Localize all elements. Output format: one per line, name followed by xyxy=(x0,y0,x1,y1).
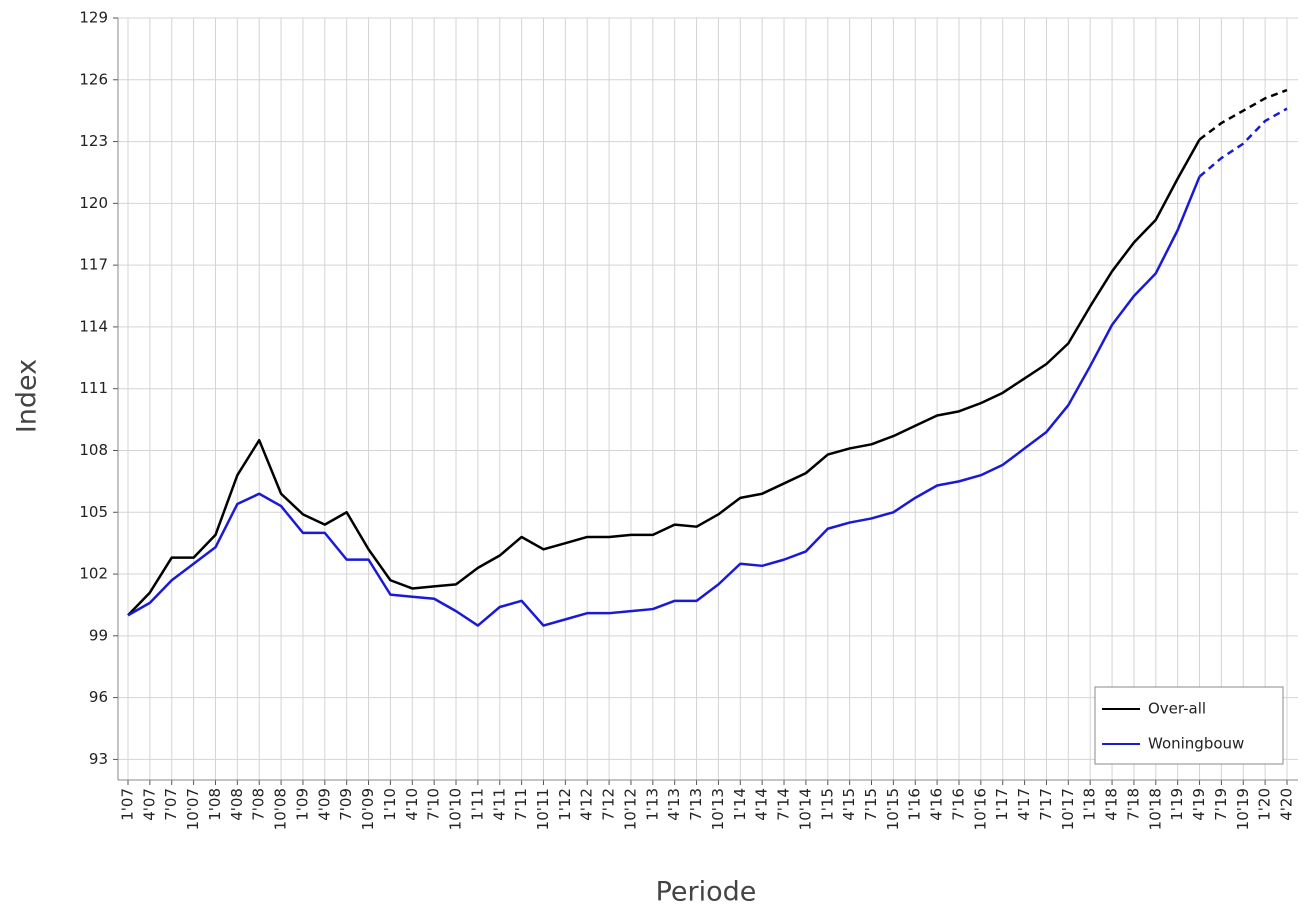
x-tick-label: 1'07 xyxy=(119,788,137,821)
y-tick-label: 108 xyxy=(79,441,108,459)
y-tick-label: 93 xyxy=(89,750,108,768)
x-tick-label: 10'15 xyxy=(884,788,902,830)
x-tick-label: 1'12 xyxy=(556,788,574,821)
x-tick-label: 10'16 xyxy=(971,788,989,830)
y-tick-label: 102 xyxy=(79,565,108,583)
y-tick-label: 129 xyxy=(79,9,108,27)
y-tick-label: 111 xyxy=(79,379,108,397)
x-tick-label: 10'14 xyxy=(796,788,814,830)
x-tick-label: 10'17 xyxy=(1059,788,1077,830)
x-tick-label: 4'19 xyxy=(1190,788,1208,821)
x-tick-label: 7'11 xyxy=(512,788,530,821)
y-tick-label: 117 xyxy=(79,256,108,274)
x-tick-label: 1'14 xyxy=(731,788,749,821)
x-tick-label: 1'17 xyxy=(993,788,1011,821)
y-tick-label: 96 xyxy=(89,688,108,706)
x-tick-label: 1'10 xyxy=(381,788,399,821)
x-tick-label: 1'20 xyxy=(1256,788,1274,821)
y-axis-title: Index xyxy=(12,359,43,433)
x-tick-label: 1'13 xyxy=(643,788,661,821)
x-tick-label: 4'10 xyxy=(403,788,421,821)
series-line xyxy=(1198,107,1288,178)
x-tick-label: 10'07 xyxy=(184,788,202,830)
x-tick-label: 10'12 xyxy=(621,788,639,830)
y-tick-label: 99 xyxy=(89,626,108,644)
x-tick-label: 4'13 xyxy=(665,788,683,821)
x-tick-label: 10'08 xyxy=(272,788,290,830)
x-tick-label: 4'11 xyxy=(490,788,508,821)
x-tick-label: 1'09 xyxy=(293,788,311,821)
x-tick-label: 7'07 xyxy=(162,788,180,821)
y-tick-label: 120 xyxy=(79,194,108,212)
x-tick-label: 4'14 xyxy=(753,788,771,821)
series-line xyxy=(127,176,1201,627)
x-tick-label: 4'09 xyxy=(315,788,333,821)
x-tick-label: 10'11 xyxy=(534,788,552,830)
legend-label: Woningbouw xyxy=(1148,735,1244,753)
x-tick-label: 4'07 xyxy=(140,788,158,821)
x-tick-label: 7'08 xyxy=(250,788,268,821)
x-tick-label: 7'18 xyxy=(1124,788,1142,821)
series-line xyxy=(127,138,1201,617)
legend-box xyxy=(1094,686,1284,765)
x-tick-label: 7'14 xyxy=(775,788,793,821)
x-tick-label: 1'18 xyxy=(1081,788,1099,821)
x-tick-label: 10'09 xyxy=(359,788,377,830)
x-tick-label: 7'12 xyxy=(600,788,618,821)
x-tick-label: 7'16 xyxy=(949,788,967,821)
y-tick-label: 126 xyxy=(79,70,108,88)
x-tick-label: 7'13 xyxy=(687,788,705,821)
y-tick-label: 105 xyxy=(79,503,108,521)
x-tick-label: 10'19 xyxy=(1234,788,1252,830)
y-tick-label: 114 xyxy=(79,317,108,335)
x-tick-label: 1'15 xyxy=(818,788,836,821)
x-tick-label: 4'20 xyxy=(1278,788,1296,821)
x-tick-label: 1'19 xyxy=(1168,788,1186,821)
x-tick-label: 4'18 xyxy=(1103,788,1121,821)
x-tick-label: 7'09 xyxy=(337,788,355,821)
x-tick-label: 1'08 xyxy=(206,788,224,821)
x-tick-label: 7'19 xyxy=(1212,788,1230,821)
x-tick-label: 7'15 xyxy=(862,788,880,821)
x-tick-label: 10'10 xyxy=(447,788,465,830)
x-tick-label: 7'10 xyxy=(425,788,443,821)
x-tick-label: 4'12 xyxy=(578,788,596,821)
x-tick-label: 7'17 xyxy=(1037,788,1055,821)
x-tick-label: 10'13 xyxy=(709,788,727,830)
x-tick-label: 4'17 xyxy=(1015,788,1033,821)
x-tick-label: 4'15 xyxy=(840,788,858,821)
x-tick-label: 4'16 xyxy=(928,788,946,821)
x-tick-label: 4'08 xyxy=(228,788,246,821)
legend-label: Over-all xyxy=(1148,700,1206,718)
x-tick-label: 1'11 xyxy=(468,788,486,821)
x-tick-label: 10'18 xyxy=(1146,788,1164,830)
y-tick-label: 123 xyxy=(79,132,108,150)
x-tick-label: 1'16 xyxy=(906,788,924,821)
series-line xyxy=(1198,88,1288,141)
x-axis-title: Periode xyxy=(656,877,757,908)
